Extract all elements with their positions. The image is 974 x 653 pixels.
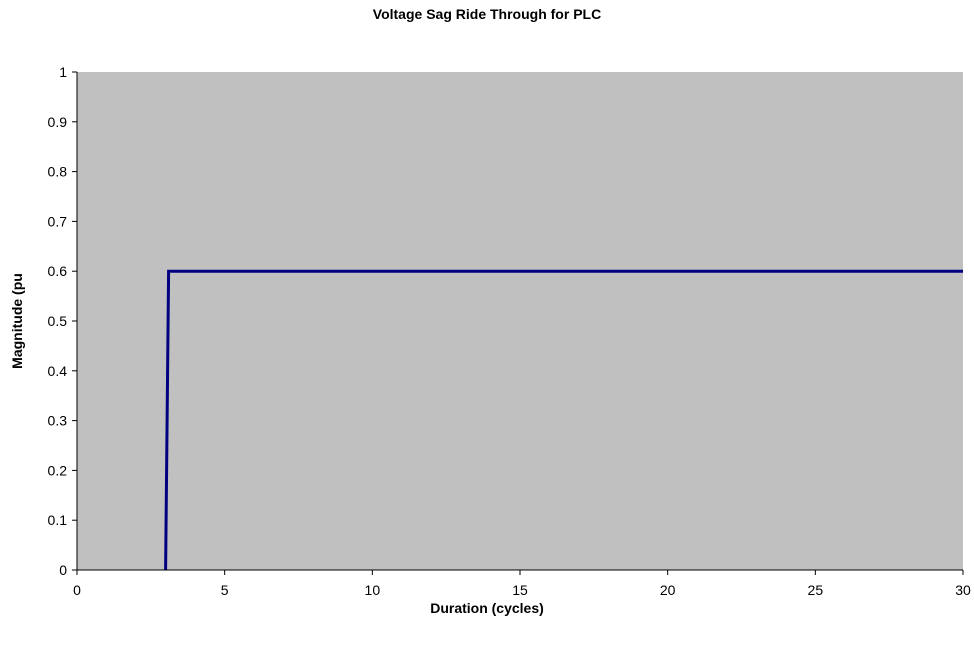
x-tick-label: 25 xyxy=(808,582,824,598)
y-tick-label: 0 xyxy=(59,562,67,578)
y-tick-label: 0.7 xyxy=(48,213,68,229)
x-axis-ticks: 0 5 10 15 20 25 30 xyxy=(73,570,971,598)
x-tick-label: 0 xyxy=(73,582,81,598)
series-group xyxy=(164,269,963,571)
x-tick-label: 15 xyxy=(512,582,528,598)
x-tick-label: 30 xyxy=(955,582,971,598)
y-tick-label: 1 xyxy=(59,64,67,80)
chart-title: Voltage Sag Ride Through for PLC xyxy=(373,6,601,22)
y-axis-ticks: 0 0.1 0.2 0.3 0.4 0.5 0.6 0.7 0.8 0.9 1 xyxy=(48,64,77,578)
plot-area xyxy=(77,72,963,570)
x-tick-label: 10 xyxy=(365,582,381,598)
y-tick-label: 0.6 xyxy=(48,263,68,279)
y-tick-label: 0.2 xyxy=(48,462,68,478)
y-tick-label: 0.4 xyxy=(48,363,68,379)
x-tick-label: 5 xyxy=(221,582,229,598)
series-line xyxy=(164,269,963,571)
y-tick-label: 0.9 xyxy=(48,114,68,130)
y-tick-label: 0.5 xyxy=(48,313,68,329)
y-axis-label: Magnitude (pu xyxy=(9,273,25,369)
x-axis-label: Duration (cycles) xyxy=(430,600,544,616)
y-tick-label: 0.8 xyxy=(48,164,68,180)
y-tick-label: 0.3 xyxy=(48,413,68,429)
x-tick-label: 20 xyxy=(660,582,676,598)
y-tick-label: 0.1 xyxy=(48,512,68,528)
